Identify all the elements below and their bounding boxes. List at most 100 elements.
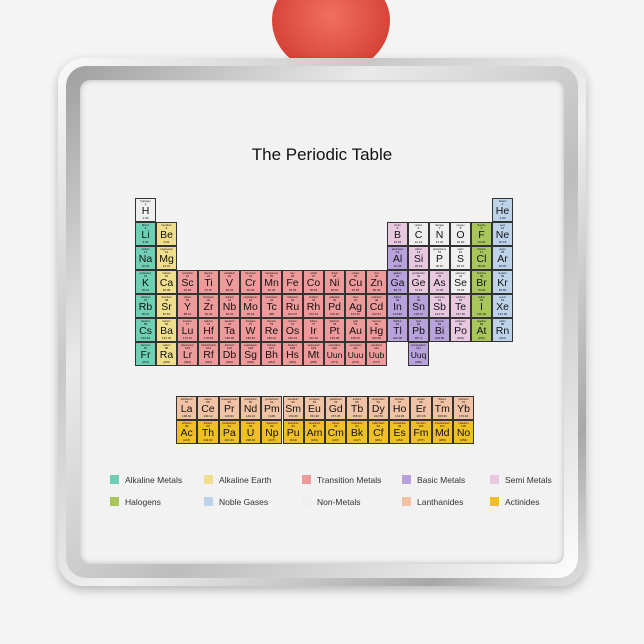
atomic-mass: (227) xyxy=(183,438,191,442)
atomic-mass: 79.90 xyxy=(477,288,486,292)
legend-swatch xyxy=(204,475,213,484)
element-s: sulfur 16 S 32.07 xyxy=(450,246,471,270)
element-symbol: Na xyxy=(138,253,153,265)
atomic-number: 78 xyxy=(332,322,337,326)
element-symbol: Ba xyxy=(160,325,173,337)
element-y: yttrium 39 Y 88.91 xyxy=(177,294,198,318)
element-symbol: S xyxy=(456,253,464,265)
atomic-mass: (259) xyxy=(460,438,468,442)
legend-swatch xyxy=(402,497,411,506)
atomic-mass: (268) xyxy=(309,360,317,364)
atomic-mass: 118.71 xyxy=(414,312,423,316)
atomic-number: 57 xyxy=(184,400,189,404)
element-symbol: Cl xyxy=(476,253,487,265)
atomic-mass: 39.10 xyxy=(141,288,150,292)
element-name: praseodymium xyxy=(221,398,238,401)
atomic-number: 2 xyxy=(501,202,504,206)
element-symbol: Nb xyxy=(222,301,237,313)
atomic-mass: 208.98 xyxy=(434,336,445,340)
atomic-mass: 9.01 xyxy=(163,240,170,244)
element-name: hafnium xyxy=(204,320,213,323)
legend-swatch xyxy=(110,497,119,506)
element-symbol: Ar xyxy=(497,253,508,265)
legend-swatch xyxy=(302,497,311,506)
atomic-number: 106 xyxy=(247,346,253,350)
element-name: gadolinium xyxy=(329,398,342,401)
element-cu: copper 29 Cu 63.55 xyxy=(345,270,366,294)
element-symbol: Fe xyxy=(286,277,299,289)
element-symbol: Hs xyxy=(286,349,299,361)
element-name: ruthenium xyxy=(286,296,299,299)
atomic-mass: 20.18 xyxy=(498,240,507,244)
atomic-mass: 19.00 xyxy=(477,240,486,244)
atomic-number: 18 xyxy=(500,250,505,254)
element-np: neptunium 93 Np (237) xyxy=(261,420,283,444)
atomic-mass: (266) xyxy=(246,360,254,364)
element-os: osmium 76 Os 190.23 xyxy=(282,318,303,342)
element-name: rhodium xyxy=(308,296,319,299)
element-sc: scandium 21 Sc 44.96 xyxy=(177,270,198,294)
element-v: vanadium 23 V 50.94 xyxy=(219,270,240,294)
atomic-mass: 204.38 xyxy=(392,336,403,340)
atomic-number: 9 xyxy=(480,226,483,230)
element-name: lead xyxy=(416,320,421,323)
atomic-mass: 12.01 xyxy=(414,240,423,244)
element-name: curium xyxy=(331,422,340,425)
element-name: osmium xyxy=(288,320,297,323)
element-symbol: Al xyxy=(392,253,403,265)
atomic-mass: 238.03 xyxy=(245,438,256,442)
atomic-number: 23 xyxy=(227,274,232,278)
element-symbol: Cr xyxy=(244,277,257,289)
element-symbol: Rh xyxy=(306,301,321,313)
legend-item-bm: Basic Metals xyxy=(402,475,465,485)
legend-swatch xyxy=(402,475,411,484)
atomic-mass: 39.95 xyxy=(498,264,507,268)
element-symbol: Db xyxy=(222,349,237,361)
element-n: nitrogen 7 N 14.01 xyxy=(429,222,450,246)
element-sg: seaborgium 106 Sg (266) xyxy=(240,342,261,366)
element-name: astatine xyxy=(477,320,486,323)
element-name: neodymium xyxy=(244,398,257,401)
element-name: arsenic xyxy=(435,272,444,275)
element-name: cerium xyxy=(204,398,212,401)
legend-label: Halogens xyxy=(125,497,161,507)
element-name: californium xyxy=(372,422,385,425)
element-name: oxygen xyxy=(456,224,465,227)
element-symbol: Xe xyxy=(496,301,509,313)
element-name: boron xyxy=(394,224,401,227)
atomic-mass: (237) xyxy=(268,438,276,442)
atomic-mass: (257) xyxy=(417,438,425,442)
element-au: gold 79 Au 196.97 xyxy=(345,318,366,342)
element-tl: thallium 81 Tl 204.38 xyxy=(387,318,408,342)
element-name: sodium xyxy=(141,248,150,251)
element-symbol: Gd xyxy=(328,403,343,415)
atomic-mass: 144.24 xyxy=(245,414,256,418)
element-lu: lutetium 71 Lu 174.97 xyxy=(177,318,198,342)
atomic-number: 95 xyxy=(312,424,317,428)
element-symbol: Uub xyxy=(368,350,385,360)
legend-label: Alkaline Earth xyxy=(219,475,272,485)
element-name: platinum xyxy=(329,320,340,323)
element-symbol: Mo xyxy=(243,301,258,313)
element-at: astatine 85 At (210) xyxy=(471,318,492,342)
atomic-number: 92 xyxy=(248,424,253,428)
element-ga: gallium 31 Ga 69.72 xyxy=(387,270,408,294)
element-symbol: Cu xyxy=(348,277,363,289)
element-la: lanthanum 57 La 138.91 xyxy=(176,396,198,420)
element-name: indium xyxy=(393,296,402,299)
element-symbol: Zn xyxy=(370,277,383,289)
element-name: protactinium xyxy=(222,422,237,425)
atomic-number: 44 xyxy=(290,298,295,302)
element-sn: tin 50 Sn 118.71 xyxy=(408,294,429,318)
atomic-number: 17 xyxy=(479,250,484,254)
atomic-mass: (222) xyxy=(498,336,506,340)
atomic-number: 12 xyxy=(164,250,169,254)
atomic-mass: (271) xyxy=(330,360,338,364)
atomic-number: 33 xyxy=(437,274,442,278)
atomic-number: 108 xyxy=(289,346,295,350)
element-pr: praseodymium 59 Pr 140.91 xyxy=(218,396,240,420)
atomic-mass: (247) xyxy=(353,438,361,442)
element-symbol: Li xyxy=(141,229,150,241)
atomic-number: 89 xyxy=(184,424,189,428)
atomic-number: 91 xyxy=(227,424,231,428)
